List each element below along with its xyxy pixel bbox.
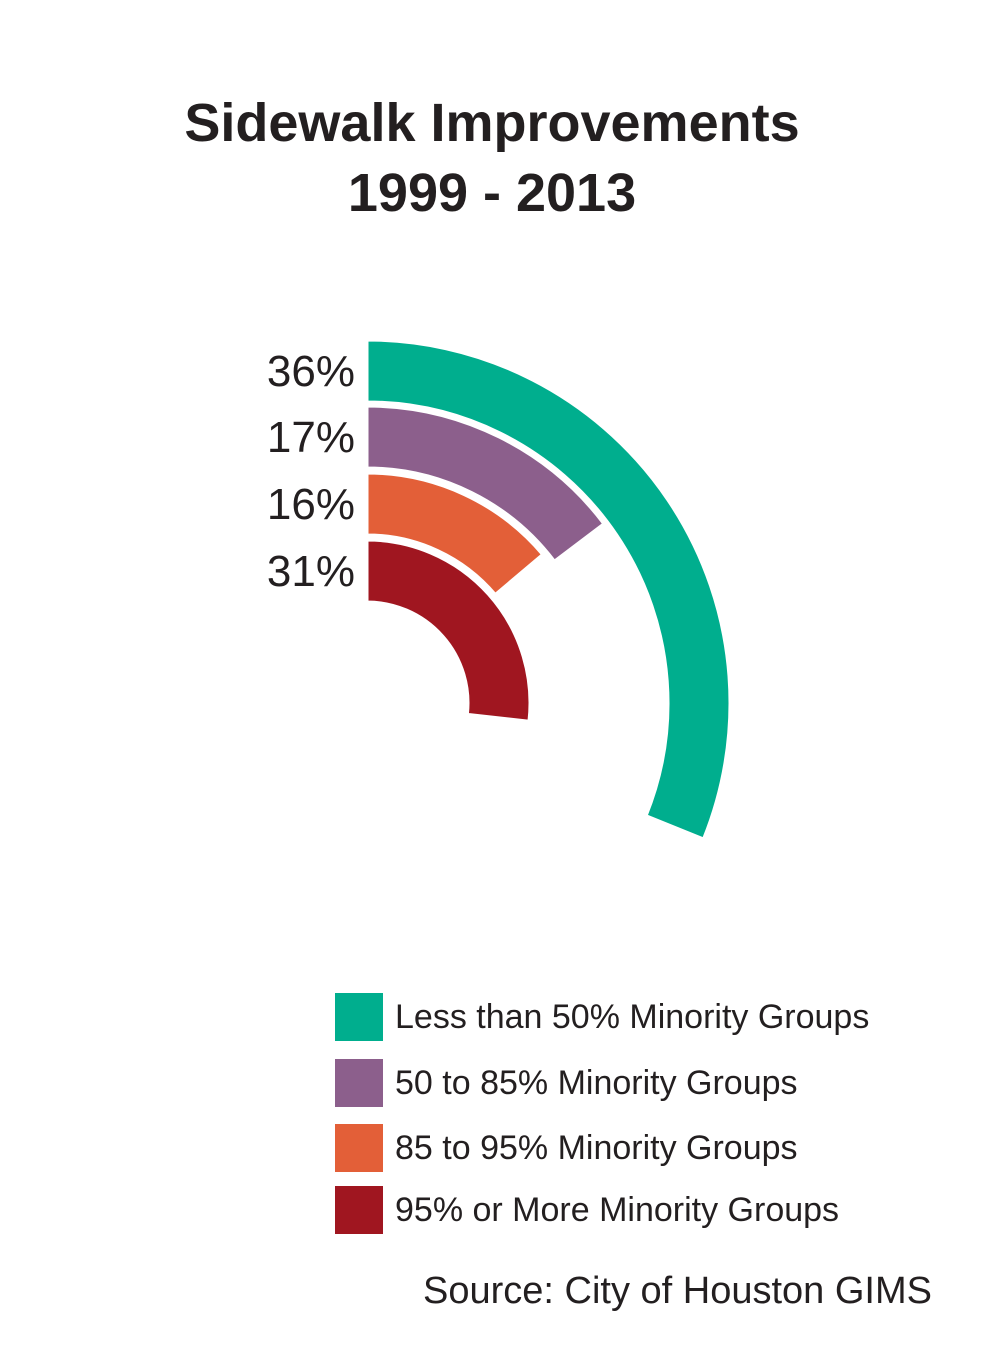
chart-title-line-1: Sidewalk Improvements: [184, 93, 800, 153]
legend-swatch-95-or-more: [335, 1186, 383, 1234]
radial-bar-less-than-50: [365, 338, 732, 841]
legend-item-50-to-85: 50 to 85% Minority Groups: [335, 1059, 798, 1107]
legend-item-less-than-50: Less than 50% Minority Groups: [335, 993, 869, 1041]
legend-label-50-to-85: 50 to 85% Minority Groups: [395, 1063, 798, 1102]
source-note: Source: City of Houston GIMS: [423, 1270, 932, 1312]
radial-bar-50-to-85: [365, 404, 606, 564]
value-label-less-than-50: 36%: [267, 347, 355, 396]
legend-swatch-85-to-95: [335, 1124, 383, 1172]
radial-bar-95-or-more: [365, 538, 532, 723]
value-label-85-to-95: 16%: [267, 480, 355, 529]
radial-bar-85-to-95: [365, 471, 545, 597]
legend-item-85-to-95: 85 to 95% Minority Groups: [335, 1124, 798, 1172]
value-label-95-or-more: 31%: [267, 547, 355, 596]
legend-item-95-or-more: 95% or More Minority Groups: [335, 1186, 839, 1234]
legend-label-85-to-95: 85 to 95% Minority Groups: [395, 1128, 798, 1167]
chart-title-line-2: 1999 - 2013: [347, 163, 637, 223]
legend-swatch-50-to-85: [335, 1059, 383, 1107]
legend-label-less-than-50: Less than 50% Minority Groups: [395, 997, 870, 1036]
value-label-50-to-85: 17%: [267, 413, 355, 462]
legend-swatch-less-than-50: [335, 993, 383, 1041]
legend-label-95-or-more: 95% or More Minority Groups: [395, 1190, 840, 1229]
